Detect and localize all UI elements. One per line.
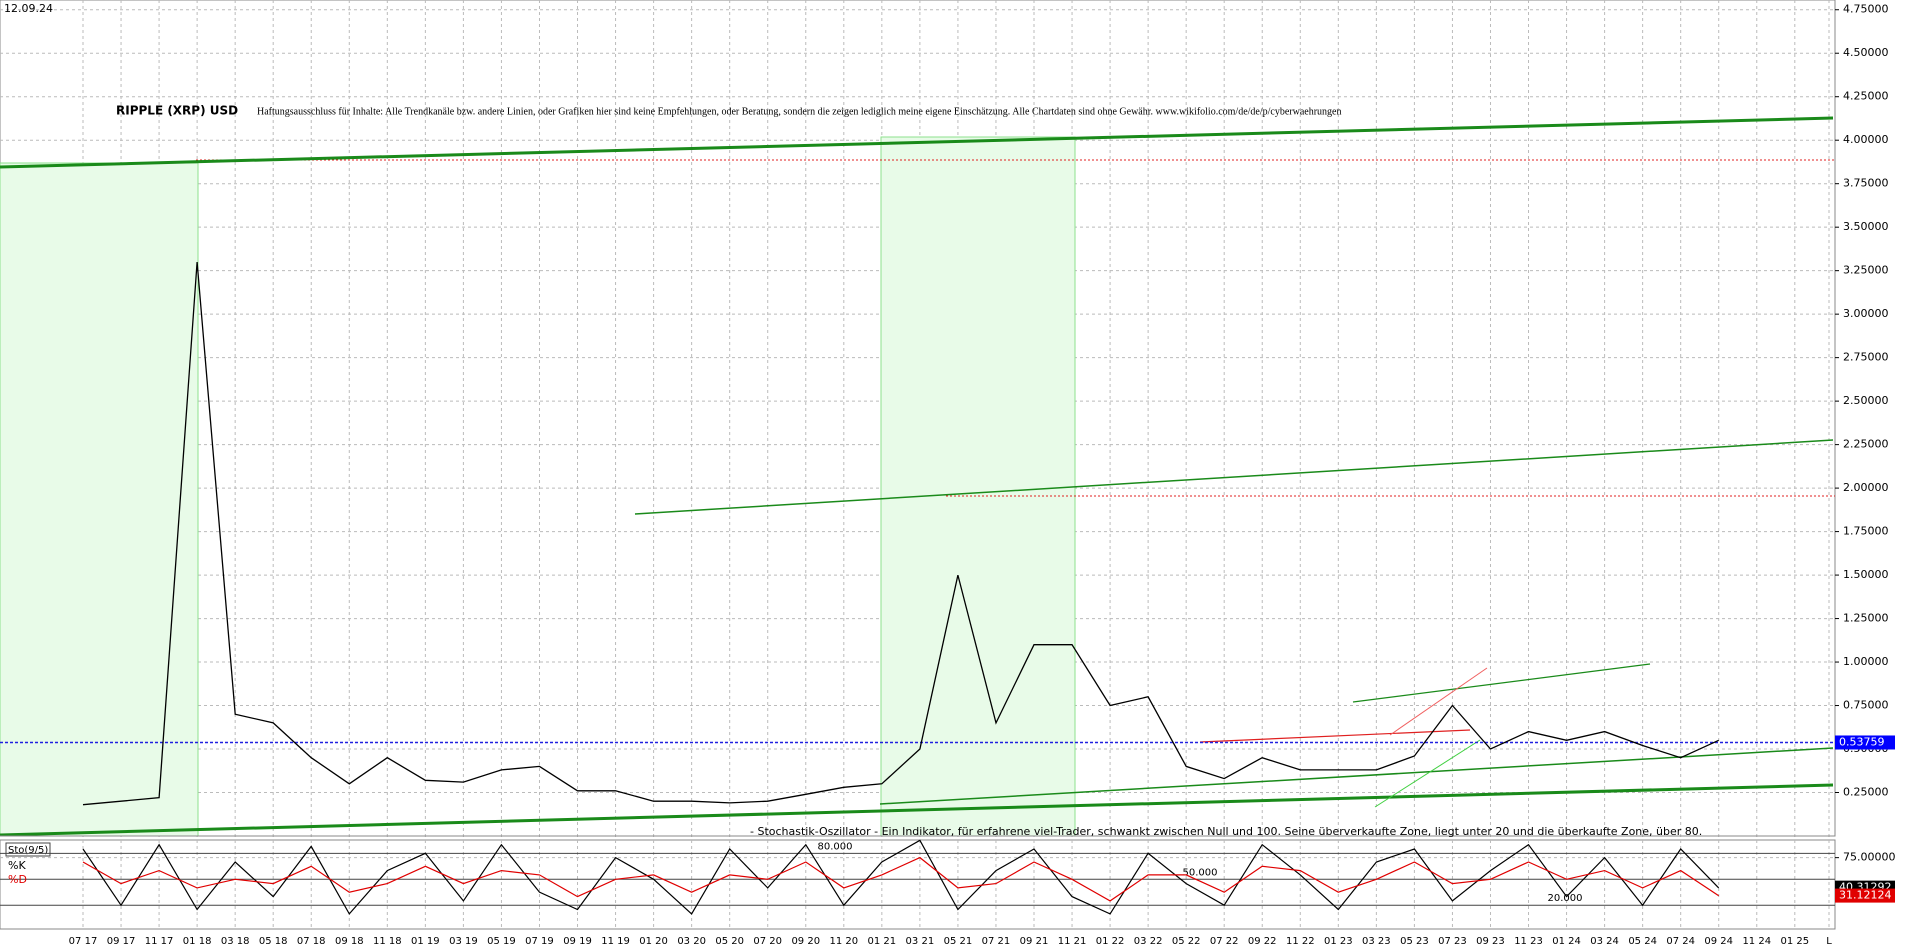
trend-line (1374, 739, 1481, 808)
trend-line (1199, 729, 1471, 743)
x-tick-label: 07 21 (982, 936, 1011, 947)
x-tick-label: 07 23 (1438, 936, 1467, 947)
x-tick-label: 05 24 (1628, 936, 1657, 947)
date-label: 12.09.24 (4, 2, 53, 15)
x-tick-label: 11 23 (1514, 936, 1543, 947)
x-tick-label: 09 18 (335, 936, 364, 947)
y-tick-label: 3.50000 (1843, 220, 1889, 233)
x-tick-label: 01 20 (639, 936, 668, 947)
x-tick-label: 01 19 (411, 936, 440, 947)
x-tick-label: 09 19 (563, 936, 592, 947)
x-tick-label: 09 23 (1476, 936, 1505, 947)
trend-line (0, 116, 1834, 169)
y-tick-label: 2.00000 (1843, 481, 1889, 494)
x-tick-label: 03 18 (221, 936, 250, 947)
trend-line (634, 439, 1834, 515)
last-price-box (1835, 735, 1895, 750)
series-line (82, 261, 1719, 806)
y-tick-label: 0.25000 (1843, 786, 1889, 799)
chart-title: RIPPLE (XRP) USD (116, 104, 238, 118)
x-tick-label: 09 20 (791, 936, 820, 947)
x-tick-label: 05 23 (1400, 936, 1429, 947)
trend-line (0, 783, 1834, 837)
x-tick-label: 11 20 (829, 936, 858, 947)
x-tick-label: 07 24 (1666, 936, 1695, 947)
indicator-name: Sto(9/5) (8, 845, 48, 856)
y-tick-label: 75.00000 (1843, 851, 1896, 864)
x-tick-label: 07 19 (525, 936, 554, 947)
x-tick-label: 05 21 (944, 936, 973, 947)
y-tick-label: 4.50000 (1843, 46, 1889, 59)
trend-line (1352, 663, 1651, 703)
x-tick-label: 07 20 (753, 936, 782, 947)
x-tick-label: 03 24 (1590, 936, 1619, 947)
last-value-box (1835, 888, 1895, 903)
stoch-panel (0, 839, 1836, 930)
series-line (82, 839, 1720, 915)
last-price-label: 0.53759 (1839, 735, 1885, 748)
y-tick-label: 2.25000 (1843, 438, 1889, 451)
x-tick-label: 03 19 (449, 936, 478, 947)
highlight-zone (880, 136, 1076, 837)
y-tick-label: 3.25000 (1843, 264, 1889, 277)
x-tick-label: 03 20 (677, 936, 706, 947)
y-tick-label: 0.75000 (1843, 699, 1889, 712)
y-tick-label: 2.50000 (1843, 394, 1889, 407)
x-tick-label: 01 23 (1324, 936, 1353, 947)
x-tick-label: 07 18 (297, 936, 326, 947)
x-tick-label: 05 19 (487, 936, 516, 947)
trend-line (1389, 667, 1488, 736)
x-tick-label: 01 22 (1096, 936, 1125, 947)
level-label: 20.000 (1548, 893, 1583, 904)
legend-entry: %K (8, 859, 26, 872)
x-tick-label: 09 21 (1020, 936, 1049, 947)
x-tick-label: 05 22 (1172, 936, 1201, 947)
series-line (82, 856, 1720, 902)
x-tick-label: 01 25 (1780, 936, 1809, 947)
legend-entry: %D (8, 873, 27, 886)
x-tick-label: 07 17 (69, 936, 98, 947)
x-tick-label: 01 24 (1552, 936, 1581, 947)
y-tick-label: 1.50000 (1843, 568, 1889, 581)
level-label: 80.000 (818, 841, 853, 852)
y-tick-label: 4.75000 (1843, 3, 1889, 16)
x-tick-label: 11 24 (1742, 936, 1771, 947)
x-tick-label: 03 23 (1362, 936, 1391, 947)
y-tick-label: 1.25000 (1843, 612, 1889, 625)
indicator-box (5, 842, 51, 857)
indicator-note: - Stochastik-Oszillator - Ein Indikator,… (750, 825, 1702, 838)
x-tick-label: L (1826, 936, 1832, 947)
x-tick-label: 11 19 (601, 936, 630, 947)
disclaimer: Haftungsausschluss für Inhalte: Alle Tre… (257, 106, 1342, 117)
x-tick-label: 09 17 (107, 936, 136, 947)
x-tick-label: 11 17 (145, 936, 174, 947)
highlight-zone (0, 162, 199, 837)
x-tick-label: 05 18 (259, 936, 288, 947)
x-tick-label: 07 22 (1210, 936, 1239, 947)
x-tick-label: 11 21 (1058, 936, 1087, 947)
x-tick-label: 05 20 (715, 936, 744, 947)
trend-line (879, 747, 1834, 805)
x-tick-label: 01 21 (868, 936, 897, 947)
x-tick-label: 01 18 (183, 936, 212, 947)
y-tick-label: 3.75000 (1843, 177, 1889, 190)
x-tick-label: 09 24 (1704, 936, 1733, 947)
x-tick-label: 11 22 (1286, 936, 1315, 947)
x-tick-label: 11 18 (373, 936, 402, 947)
last-value-label: 31.12124 (1839, 889, 1892, 902)
y-tick-label: 4.25000 (1843, 90, 1889, 103)
x-tick-label: 09 22 (1248, 936, 1277, 947)
level-label: 50.000 (1183, 867, 1218, 878)
y-tick-label: 1.75000 (1843, 525, 1889, 538)
y-tick-label: 2.75000 (1843, 351, 1889, 364)
y-tick-label: 3.00000 (1843, 307, 1889, 320)
y-tick-label: 1.00000 (1843, 655, 1889, 668)
x-tick-label: 03 22 (1134, 936, 1163, 947)
y-tick-label: 4.00000 (1843, 133, 1889, 146)
x-tick-label: 03 21 (906, 936, 935, 947)
